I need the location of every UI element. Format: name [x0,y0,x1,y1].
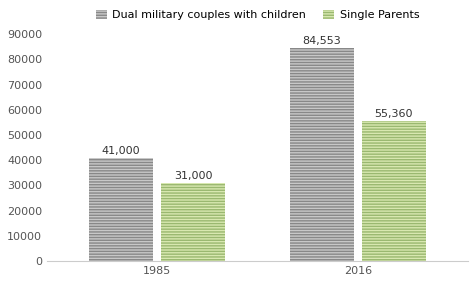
Bar [290,48,354,261]
Bar [89,158,153,261]
Text: 84,553: 84,553 [302,36,341,46]
Bar [161,183,226,261]
Legend: Dual military couples with children, Single Parents: Dual military couples with children, Sin… [91,6,424,25]
Text: 41,000: 41,000 [102,146,141,156]
Text: 31,000: 31,000 [174,171,213,181]
Text: 55,360: 55,360 [375,110,413,119]
Bar [362,121,426,261]
